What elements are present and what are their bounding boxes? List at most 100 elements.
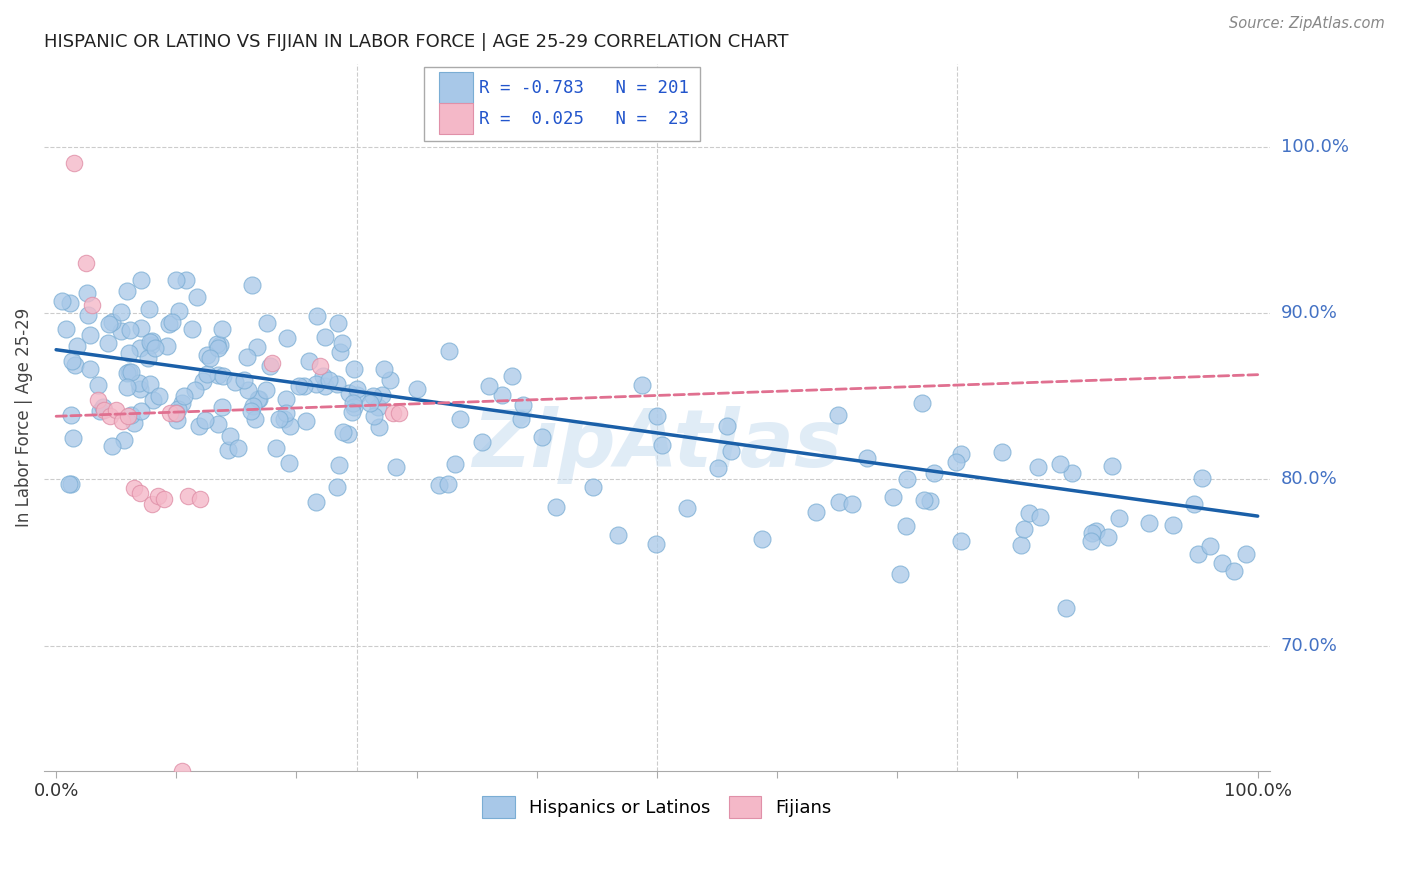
Point <box>155 339 177 353</box>
Point <box>63 156 86 170</box>
Point <box>120 365 142 379</box>
Point <box>129 404 152 418</box>
Point <box>896 472 918 486</box>
Point <box>716 419 738 434</box>
Point <box>51 293 73 308</box>
Point <box>385 460 408 475</box>
Point <box>1163 518 1185 533</box>
Point <box>254 383 277 397</box>
Point <box>198 351 221 366</box>
Point <box>177 489 200 503</box>
Point <box>373 361 395 376</box>
Point <box>318 373 340 387</box>
Point <box>167 401 190 416</box>
Point <box>211 322 233 336</box>
Point <box>208 338 231 352</box>
Point <box>118 366 141 380</box>
Point <box>240 278 263 293</box>
Point <box>305 309 328 323</box>
Point <box>337 385 360 400</box>
Point <box>139 334 162 349</box>
Point <box>371 387 394 401</box>
Point <box>129 382 152 396</box>
Point <box>166 273 188 287</box>
Point <box>314 378 336 392</box>
FancyBboxPatch shape <box>439 103 472 134</box>
Point <box>856 451 879 466</box>
Point <box>165 406 187 420</box>
Point <box>436 476 458 491</box>
Point <box>1081 526 1104 541</box>
Point <box>478 379 501 393</box>
Point <box>247 392 270 406</box>
Point <box>631 378 654 392</box>
Point <box>142 393 165 408</box>
Point <box>128 376 150 391</box>
Point <box>380 373 402 387</box>
Point <box>443 457 465 471</box>
Point <box>1191 471 1213 485</box>
Point <box>207 368 229 383</box>
Point <box>141 334 163 348</box>
Point <box>129 341 152 355</box>
Point <box>98 317 121 331</box>
Point <box>1010 538 1032 552</box>
Point <box>437 343 460 358</box>
Point <box>205 337 228 351</box>
Point <box>111 414 134 428</box>
Point <box>195 348 218 362</box>
Point <box>58 476 80 491</box>
Point <box>117 366 139 380</box>
Point <box>110 305 132 319</box>
Point <box>1222 564 1244 578</box>
Text: 80.0%: 80.0% <box>1281 470 1337 489</box>
Point <box>118 322 141 336</box>
Point <box>55 322 77 336</box>
Text: R =  0.025   N =  23: R = 0.025 N = 23 <box>479 110 689 128</box>
Point <box>138 302 160 317</box>
Point <box>259 359 281 373</box>
Point <box>211 369 233 384</box>
FancyBboxPatch shape <box>439 72 472 103</box>
Point <box>170 396 193 410</box>
Point <box>332 425 354 439</box>
Point <box>326 480 349 494</box>
Point <box>288 378 311 392</box>
Point <box>217 443 239 458</box>
Point <box>512 398 534 412</box>
FancyBboxPatch shape <box>425 67 700 141</box>
Point <box>188 492 211 507</box>
Point <box>122 481 145 495</box>
Point <box>1211 556 1233 570</box>
Point <box>1054 600 1077 615</box>
Point <box>101 439 124 453</box>
Point <box>720 444 742 458</box>
Point <box>256 316 278 330</box>
Point <box>1080 534 1102 549</box>
Point <box>381 406 404 420</box>
Point <box>207 417 229 431</box>
Point <box>240 404 263 418</box>
Point <box>242 400 264 414</box>
Point <box>153 492 176 507</box>
Point <box>294 414 316 428</box>
Point <box>139 377 162 392</box>
Point <box>1137 516 1160 530</box>
Point <box>501 369 523 384</box>
Text: 90.0%: 90.0% <box>1281 304 1337 322</box>
Point <box>159 406 181 420</box>
Point <box>305 377 328 392</box>
Point <box>129 273 152 287</box>
Point <box>129 321 152 335</box>
Point <box>91 400 114 414</box>
Point <box>65 339 87 353</box>
Point <box>79 328 101 343</box>
Point <box>1182 497 1205 511</box>
Point <box>387 406 409 420</box>
Point <box>841 497 863 511</box>
Point <box>1101 459 1123 474</box>
Point <box>118 345 141 359</box>
Point <box>148 489 170 503</box>
Point <box>87 392 110 407</box>
Point <box>59 295 82 310</box>
